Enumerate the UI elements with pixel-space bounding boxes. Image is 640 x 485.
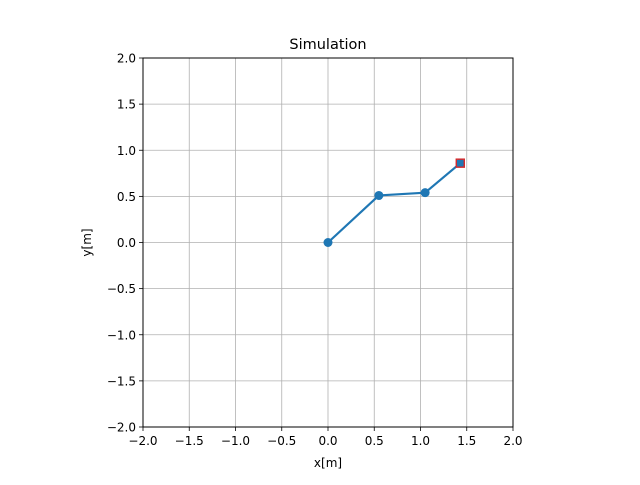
data-point (323, 238, 333, 247)
y-tick-label: 0.0 (117, 236, 136, 250)
x-tick-label: 1.5 (457, 434, 476, 448)
x-tick-label: −2.0 (128, 434, 157, 448)
y-tick-label: 1.5 (117, 98, 136, 112)
x-tick-label: 1.0 (411, 434, 430, 448)
y-tick-label: 0.5 (117, 190, 136, 204)
target-marker (455, 158, 465, 168)
y-tick-label: 2.0 (117, 52, 136, 66)
series-layer (323, 158, 465, 247)
data-point (420, 188, 430, 198)
x-axis-ticks: −2.0 −1.5 −1.0 −0.5 0.0 0.5 1.0 1.5 2.0 (128, 427, 523, 448)
x-tick-label: 0.0 (318, 434, 337, 448)
y-axis-ticks: −2.0 −1.5 −1.0 −0.5 0.0 0.5 1.0 1.5 2.0 (107, 52, 143, 435)
data-point (455, 158, 465, 168)
x-axis-label: x[m] (314, 456, 342, 470)
y-axis-label: y[m] (80, 228, 94, 256)
y-tick-label: −0.5 (107, 282, 136, 296)
x-tick-label: −0.5 (267, 434, 296, 448)
chart-title: Simulation (289, 37, 366, 53)
x-tick-label: 2.0 (503, 434, 522, 448)
y-tick-label: 1.0 (117, 144, 136, 158)
series-line (326, 162, 462, 244)
x-tick-label: −1.5 (175, 434, 204, 448)
x-tick-label: −1.0 (221, 434, 250, 448)
x-tick-label: 0.5 (365, 434, 384, 448)
y-tick-label: −1.5 (107, 374, 136, 388)
target-layer (455, 158, 465, 168)
data-point (374, 190, 384, 200)
y-tick-label: −2.0 (107, 421, 136, 435)
y-tick-label: −1.0 (107, 328, 136, 342)
